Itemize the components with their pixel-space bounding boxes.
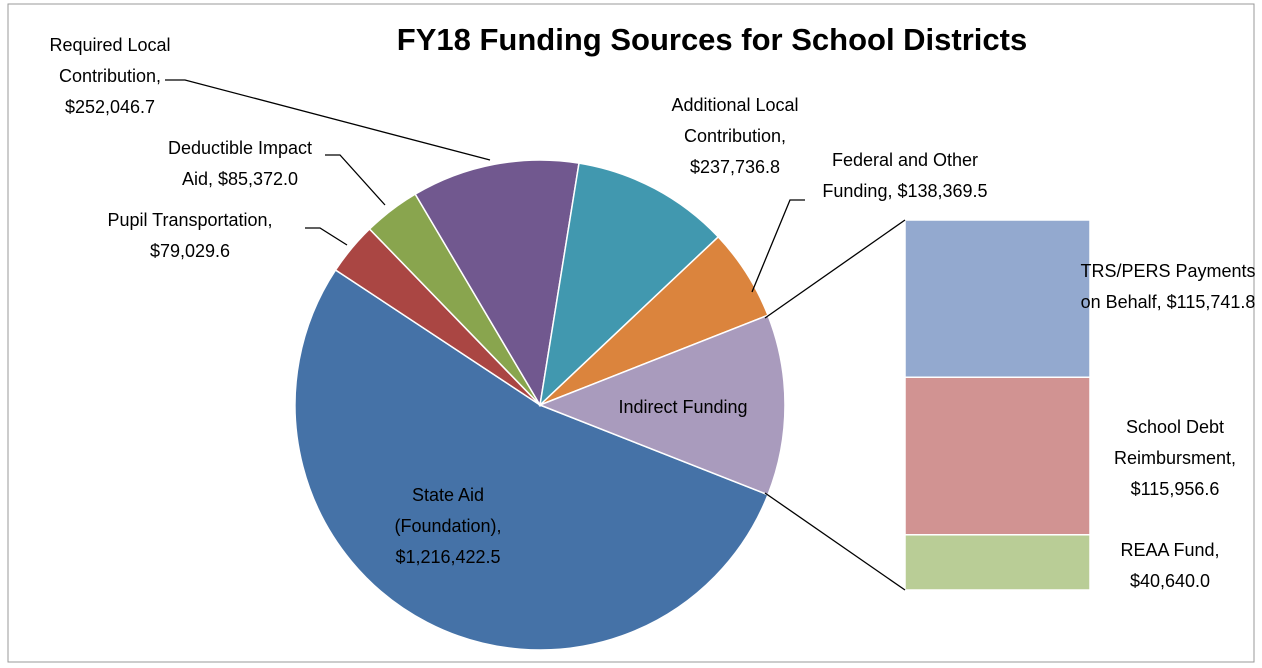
category: Pupil Transportation, bbox=[107, 210, 273, 230]
connector-line bbox=[764, 492, 906, 591]
category: Required Local Contribution, bbox=[49, 35, 171, 86]
value-label: $237,736.8 bbox=[689, 157, 781, 177]
frame bbox=[7, 3, 1255, 663]
value-label: $79,029.6 bbox=[149, 241, 231, 261]
connector-line bbox=[764, 219, 906, 319]
pie-slice bbox=[538, 162, 720, 408]
pie-slice bbox=[294, 268, 769, 651]
slice-label: Federal and Other Funding, $138,369.5 bbox=[805, 145, 1005, 207]
chart-title: FY18 Funding Sources for School District… bbox=[396, 22, 1028, 57]
value-label: $115,741.8 bbox=[1166, 292, 1256, 312]
value-label: $138,369.5 bbox=[897, 181, 988, 201]
bar-label: School Debt Reimbursment, $115,956.6 bbox=[1108, 412, 1243, 505]
slice-label: Indirect Funding bbox=[583, 392, 783, 423]
leader-line bbox=[305, 227, 348, 246]
bar-segment bbox=[904, 534, 1091, 591]
bar-segment bbox=[904, 219, 1091, 378]
pie-slice bbox=[414, 159, 580, 408]
bar-segment bbox=[904, 376, 1091, 536]
value-label: $1,216,422.5 bbox=[395, 547, 501, 567]
category: State Aid (Foundation), bbox=[394, 485, 502, 536]
category: Additional Local Contribution, bbox=[671, 95, 799, 146]
category: School Debt Reimbursment, bbox=[1113, 417, 1237, 468]
leader-line bbox=[165, 79, 491, 161]
slice-label: Required Local Contribution, $252,046.7 bbox=[28, 30, 193, 123]
value-label: $115,956.6 bbox=[1130, 479, 1220, 499]
slice-label: Deductible Impact Aid, $85,372.0 bbox=[158, 133, 323, 195]
bar-label: REAA Fund, $40,640.0 bbox=[1113, 535, 1228, 597]
category: Deductible Impact Aid, bbox=[167, 138, 313, 189]
category: REAA Fund, bbox=[1120, 540, 1220, 560]
value-label: $252,046.7 bbox=[64, 97, 156, 117]
category: Federal and Other Funding, bbox=[822, 150, 979, 201]
value-label: $40,640.0 bbox=[1129, 571, 1211, 591]
pie-slice bbox=[537, 314, 786, 496]
category: TRS/PERS Payments on Behalf, bbox=[1080, 261, 1256, 312]
slice-label: Additional Local Contribution, $237,736.… bbox=[653, 90, 818, 183]
slice-label: State Aid (Foundation), $1,216,422.5 bbox=[376, 480, 521, 573]
leader-line bbox=[325, 154, 386, 206]
value-label: $85,372.0 bbox=[217, 169, 299, 189]
category: Indirect Funding bbox=[618, 397, 748, 417]
slice-label: Pupil Transportation, $79,029.6 bbox=[88, 205, 293, 267]
leader-line bbox=[751, 199, 805, 293]
bar-label: TRS/PERS Payments on Behalf, $115,741.8 bbox=[1078, 256, 1258, 318]
